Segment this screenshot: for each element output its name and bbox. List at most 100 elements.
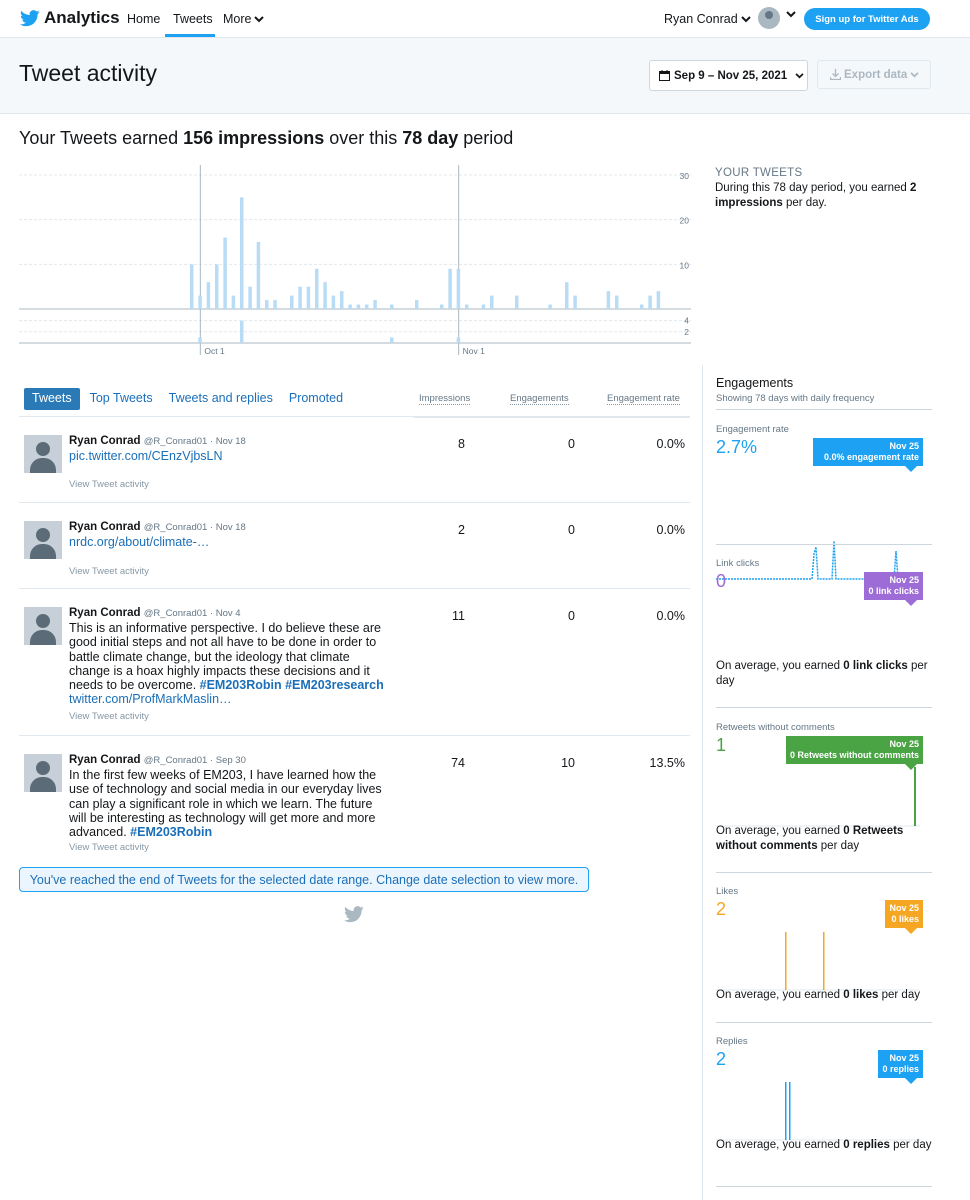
table-row[interactable]: Ryan Conrad @R_Conrad01 · Nov 18 nrdc.or… (19, 502, 690, 588)
impression-bar (198, 295, 202, 309)
chevron-down-icon[interactable] (786, 11, 796, 18)
nav-more[interactable]: More (223, 12, 265, 26)
chevron-down-icon (254, 15, 265, 22)
impression-bar (306, 286, 311, 309)
tweet-body: This is an informative perspective. I do… (69, 621, 381, 693)
view-tweet-activity-link[interactable]: View Tweet activity (69, 479, 149, 490)
date-range-picker[interactable]: Sep 9 – Nov 25, 2021 (649, 60, 808, 91)
tweet-impressions: 11 (452, 609, 465, 623)
y-tick-label: 30 (680, 171, 690, 181)
metric-label: Retweets without comments (716, 722, 835, 733)
nav-tweets[interactable]: Tweets (173, 12, 213, 26)
avg-value: 0 Retweets without comments (716, 825, 904, 852)
metric-value: 1 (716, 735, 727, 755)
metric-label: Replies (716, 1036, 748, 1047)
metric-likes[interactable]: Likes 2 Nov 25 0 likes On average, you e… (716, 886, 932, 1036)
metric-replies[interactable]: Replies 2 Nov 25 0 replies On average, y… (716, 1036, 932, 1187)
metric-retweets[interactable]: Retweets without comments 1 Nov 25 0 Ret… (716, 722, 932, 873)
avg-post: per day (817, 840, 860, 852)
metric-value: 2 (716, 1049, 727, 1069)
brand[interactable]: Analytics (20, 8, 120, 28)
header-band: Tweet activity Sep 9 – Nov 25, 2021 Expo… (0, 38, 970, 114)
impression-bar (223, 237, 227, 309)
impression-bar (465, 304, 469, 309)
tweet-header: Ryan Conrad @R_Conrad01 · Nov 4 (69, 607, 241, 619)
column-engagement-rate[interactable]: Engagement rate (607, 393, 680, 405)
avatar (24, 435, 62, 473)
tweet-link[interactable]: twitter.com/ProfMarkMaslin… (69, 692, 232, 707)
avatar (24, 521, 62, 559)
divider (716, 707, 932, 708)
avatar (24, 754, 62, 792)
user-menu[interactable]: Ryan Conrad (664, 12, 751, 26)
your-tweets-value: 2 impressions (715, 182, 917, 209)
chart-bar (785, 1082, 787, 1140)
tweet-header: Ryan Conrad @R_Conrad01 · Sep 30 (69, 754, 246, 766)
tweet-link[interactable]: nrdc.org/about/climate-… (69, 535, 210, 549)
table-row[interactable]: Ryan Conrad @R_Conrad01 · Nov 18 pic.twi… (19, 416, 690, 502)
impression-bar (215, 264, 219, 309)
column-engagements[interactable]: Engagements (510, 393, 569, 405)
tweet-text: pic.twitter.com/CEnzVjbsLN (69, 449, 384, 463)
engagements-title: Engagements (716, 376, 794, 390)
impression-bar (256, 242, 261, 309)
table-row[interactable]: Ryan Conrad @R_Conrad01 · Nov 4 This is … (19, 588, 690, 735)
impression-bar (440, 304, 444, 309)
tweet-handle-date: @R_Conrad01 · Sep 30 (143, 755, 246, 766)
impression-bar (356, 304, 361, 309)
metric-badge: Nov 25 0 likes (885, 900, 923, 934)
impression-bar (481, 304, 486, 309)
replies-chart (716, 1082, 920, 1141)
badge-date: Nov 25 (889, 739, 919, 749)
avatar[interactable] (758, 7, 780, 29)
tab-promoted[interactable]: Promoted (288, 391, 344, 405)
metric-engagement-rate[interactable]: Engagement rate 2.7% Nov 25 0.0% engagem… (716, 424, 932, 580)
twitter-bird-icon (344, 906, 364, 923)
user-name-label: Ryan Conrad (664, 12, 738, 26)
column-impressions[interactable]: Impressions (419, 393, 471, 405)
your-tweets-text: During this 78 day period, you earned 2 … (715, 181, 935, 211)
badge-date: Nov 25 (889, 1053, 919, 1063)
column-header-line (414, 416, 690, 418)
impression-bar (365, 304, 369, 309)
avg-post: per day (716, 660, 928, 687)
twitter-bird-icon (20, 9, 40, 26)
engagements-panel: Engagements Showing 78 days with daily f… (702, 365, 970, 1200)
impression-bar (448, 268, 452, 309)
avatar (24, 607, 62, 645)
view-tweet-activity-link[interactable]: View Tweet activity (69, 566, 149, 577)
tweet-link[interactable]: pic.twitter.com/CEnzVjbsLN (69, 449, 223, 463)
impressions-summary: Your Tweets earned 156 impressions over … (19, 128, 513, 149)
table-row[interactable]: Ryan Conrad @R_Conrad01 · Sep 30 In the … (19, 735, 690, 860)
badge-date: Nov 25 (889, 441, 919, 451)
metric-average: On average, you earned 0 replies per day (716, 1138, 932, 1153)
nav-home[interactable]: Home (127, 12, 161, 26)
impression-bar (456, 268, 461, 309)
view-tweet-activity-link[interactable]: View Tweet activity (69, 711, 149, 722)
export-data-button[interactable]: Export data (817, 60, 931, 89)
tweet-hashtags[interactable]: #EM203Robin #EM203research (199, 678, 384, 693)
badge-text: 0 link clicks (868, 586, 919, 596)
engagement-bar (390, 337, 394, 343)
impression-bar (298, 286, 302, 309)
tab-tweets-and-replies[interactable]: Tweets and replies (168, 391, 273, 405)
y-tick-label: 4 (684, 316, 689, 326)
metric-link-clicks[interactable]: Link clicks 0 Nov 25 0 link clicks On av… (716, 558, 932, 708)
signup-twitter-ads-button[interactable]: Sign up for Twitter Ads (804, 8, 930, 30)
tweet-text: nrdc.org/about/climate-… (69, 535, 384, 549)
end-of-tweets-notice[interactable]: You've reached the end of Tweets for the… (19, 867, 589, 892)
summary-pre: Your Tweets earned (19, 128, 184, 148)
impressions-chart: 30 20 10 4 2 Oct 1 Nov 1 (19, 165, 694, 360)
tweet-hashtags[interactable]: #EM203Robin (130, 825, 213, 840)
tweet-engagements: 0 (568, 523, 575, 537)
summary-period: 78 day (402, 128, 459, 148)
view-tweet-activity-link[interactable]: View Tweet activity (69, 842, 149, 853)
metric-average: On average, you earned 0 Retweets withou… (716, 824, 932, 854)
impression-bar (390, 304, 394, 309)
tweet-handle-date: @R_Conrad01 · Nov 18 (143, 436, 246, 447)
tab-tweets[interactable]: Tweets (24, 388, 80, 410)
tab-top-tweets[interactable]: Top Tweets (89, 391, 153, 405)
avg-post: per day (878, 989, 920, 1001)
chart-bar (914, 767, 916, 826)
avg-value: 0 likes (843, 989, 879, 1001)
